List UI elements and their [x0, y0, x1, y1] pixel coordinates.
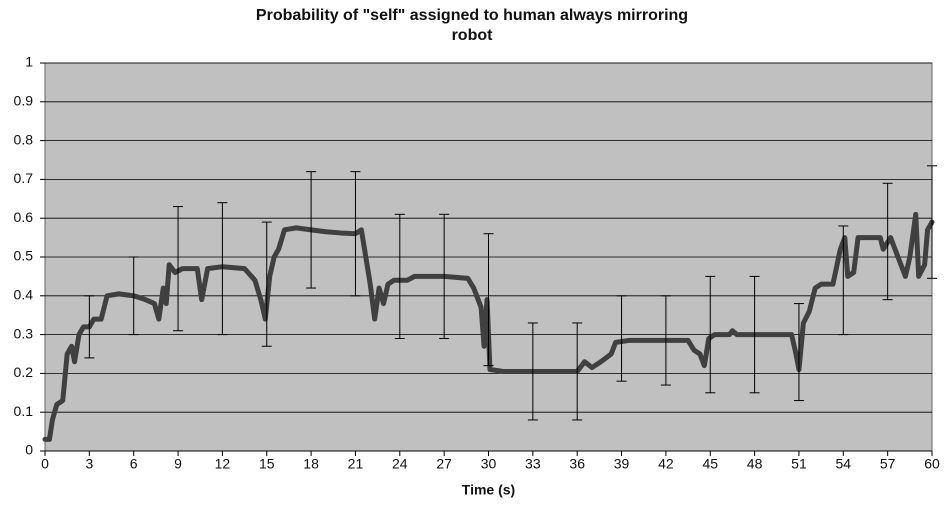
- x-tick-label: 3: [85, 456, 93, 472]
- y-tick-label: 1: [25, 54, 33, 70]
- x-tick-label: 57: [880, 456, 896, 472]
- x-tick-label: 60: [924, 456, 940, 472]
- x-tick-label: 15: [259, 456, 275, 472]
- y-tick-label: 0.9: [14, 93, 34, 109]
- x-tick-label: 27: [436, 456, 452, 472]
- y-tick-label: 0.3: [14, 325, 34, 341]
- x-tick-label: 30: [481, 456, 497, 472]
- y-tick-label: 0.6: [14, 209, 34, 225]
- x-tick-label: 12: [215, 456, 231, 472]
- x-tick-label: 9: [174, 456, 182, 472]
- x-axis-label: Time (s): [462, 482, 515, 498]
- x-tick-label: 6: [130, 456, 138, 472]
- x-tick-label: 18: [303, 456, 319, 472]
- x-tick-label: 33: [525, 456, 541, 472]
- x-tick-label: 42: [658, 456, 674, 472]
- y-tick-label: 0.7: [14, 170, 34, 186]
- x-tick-label: 48: [747, 456, 763, 472]
- x-tick-label: 54: [836, 456, 852, 472]
- x-tick-label: 36: [569, 456, 585, 472]
- y-tick-label: 0.4: [14, 287, 34, 303]
- x-tick-label: 21: [348, 456, 364, 472]
- y-tick-label: 0.5: [14, 248, 34, 264]
- y-tick-label: 0.2: [14, 364, 34, 380]
- y-tick-label: 0.1: [14, 403, 34, 419]
- x-tick-label: 0: [41, 456, 49, 472]
- y-tick-label: 0.8: [14, 131, 34, 147]
- chart-title: Probability of "self" assigned to human …: [255, 7, 689, 44]
- data-line: [42, 211, 935, 442]
- x-tick-label: 24: [392, 456, 408, 472]
- y-tick-label: 0: [25, 442, 33, 458]
- x-tick-label: 45: [702, 456, 718, 472]
- x-tick-label: 51: [791, 456, 807, 472]
- x-tick-label: 39: [614, 456, 630, 472]
